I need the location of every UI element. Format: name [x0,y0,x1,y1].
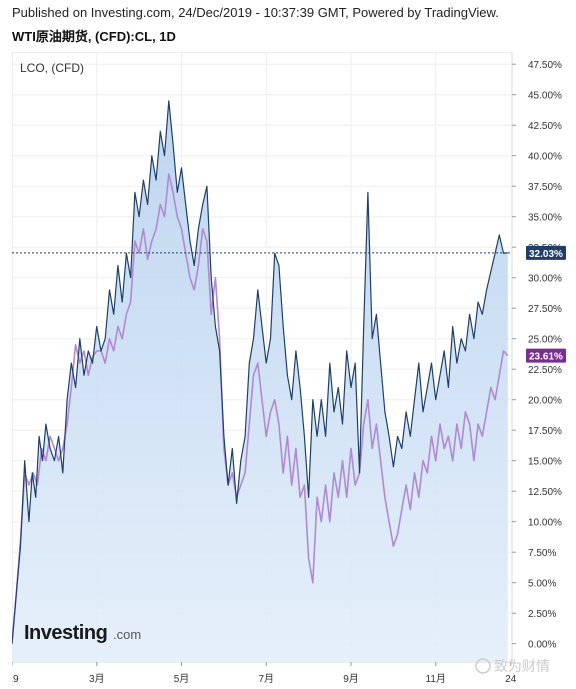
plot-lines [12,100,512,663]
x-tick-label: 3月 [89,673,105,685]
y-tick-label: 12.50% [528,487,562,498]
y-tick-label: 27.50% [528,304,562,315]
weibo-icon [475,658,491,674]
y-tick-label: 42.50% [528,121,562,132]
investing-logo: Investing .com [24,622,141,644]
y-tick-label: 22.50% [528,365,562,376]
y-tick-label: 0.00% [528,640,556,651]
series-line-lco [12,173,509,644]
x-axis: '19 3月 5月 7月 9月 11月 24 [12,662,517,685]
y-tick-label: 45.00% [528,91,562,102]
y-tick-label: 7.50% [528,548,556,559]
y-tick-label: 15.00% [528,457,562,468]
x-tick-label: 7月 [258,673,274,685]
value-badge-text: 32.03% [529,249,563,260]
weibo-watermark: 致为财情 [475,658,550,674]
logo-text: Investing [24,622,107,644]
y-tick-label: 5.00% [528,579,556,590]
y-tick-label: 30.00% [528,274,562,285]
y-tick-label: 25.00% [528,335,562,346]
logo-suffix: .com [113,627,141,642]
series-label: LCO, (CFD) [20,61,84,75]
x-tick-label: '19 [12,674,19,685]
series-line-wti [12,100,508,644]
value-badge-wti [526,245,566,260]
value-badge-text: 23.61% [529,352,563,363]
y-tick-label: 17.50% [528,426,562,437]
y-tick-label: 10.00% [528,518,562,529]
published-line: Published on Investing.com, 24/Dec/2019 … [12,5,499,20]
y-tick-label: 40.00% [528,152,562,163]
chart-area: 47.50%45.00%42.50%40.00%37.50%35.00%32.5… [12,52,576,689]
y-tick-label: 37.50% [528,182,562,193]
y-tick-label: 20.00% [528,396,562,407]
y-axis: 47.50%45.00%42.50%40.00%37.50%35.00%32.5… [512,60,562,651]
x-tick-label: 24 [505,674,517,685]
chart-svg: 47.50%45.00%42.50%40.00%37.50%35.00%32.5… [12,52,566,685]
value-badges: 32.03% 23.61% [526,245,566,363]
y-tick-label: 35.00% [528,213,562,224]
chart-title: WTI原油期货, (CFD):CL, 1D [12,29,176,44]
weibo-text: 致为财情 [494,658,550,674]
x-tick-label: 5月 [174,673,190,685]
x-tick-label: 9月 [343,673,359,685]
y-tick-label: 47.50% [528,60,562,71]
y-tick-label: 2.50% [528,609,556,620]
value-badge-lco [526,348,566,363]
x-tick-label: 11月 [426,673,446,685]
